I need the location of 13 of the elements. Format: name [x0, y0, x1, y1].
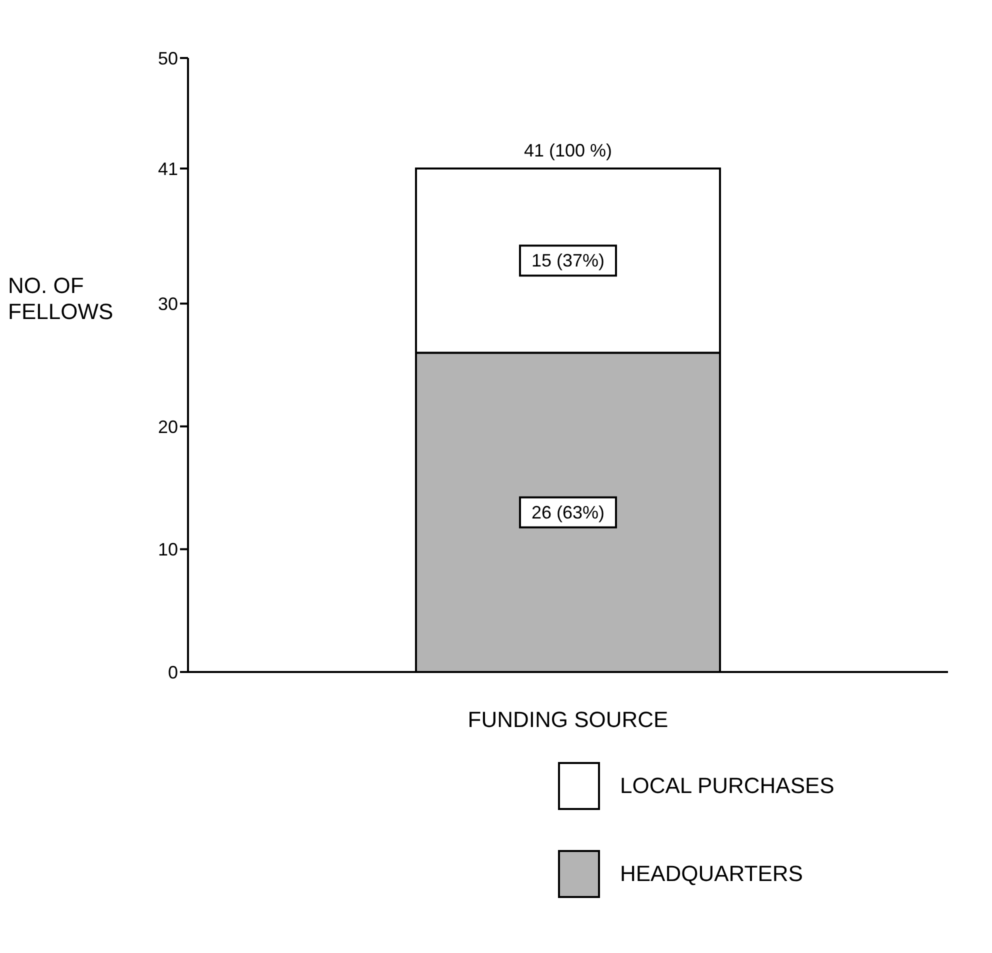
y-tick-label: 50 [158, 48, 178, 68]
legend-label: HEADQUARTERS [620, 861, 803, 887]
y-tick-label: 30 [158, 294, 178, 314]
y-tick-label: 10 [158, 540, 178, 560]
data-label: 15 (37%) [531, 250, 605, 271]
y-tick-label: 20 [158, 416, 178, 437]
y-tick-label: 0 [168, 662, 178, 682]
total-label: 41 (100 %) [524, 140, 612, 161]
data-label: 26 (63%) [531, 502, 605, 522]
y-axis-title: NO. OF FELLOWS [8, 273, 114, 325]
x-axis-title: FUNDING SOURCE [468, 707, 668, 732]
y-tick-label: 41 [158, 158, 178, 179]
legend-label: LOCAL PURCHASES [620, 773, 834, 799]
